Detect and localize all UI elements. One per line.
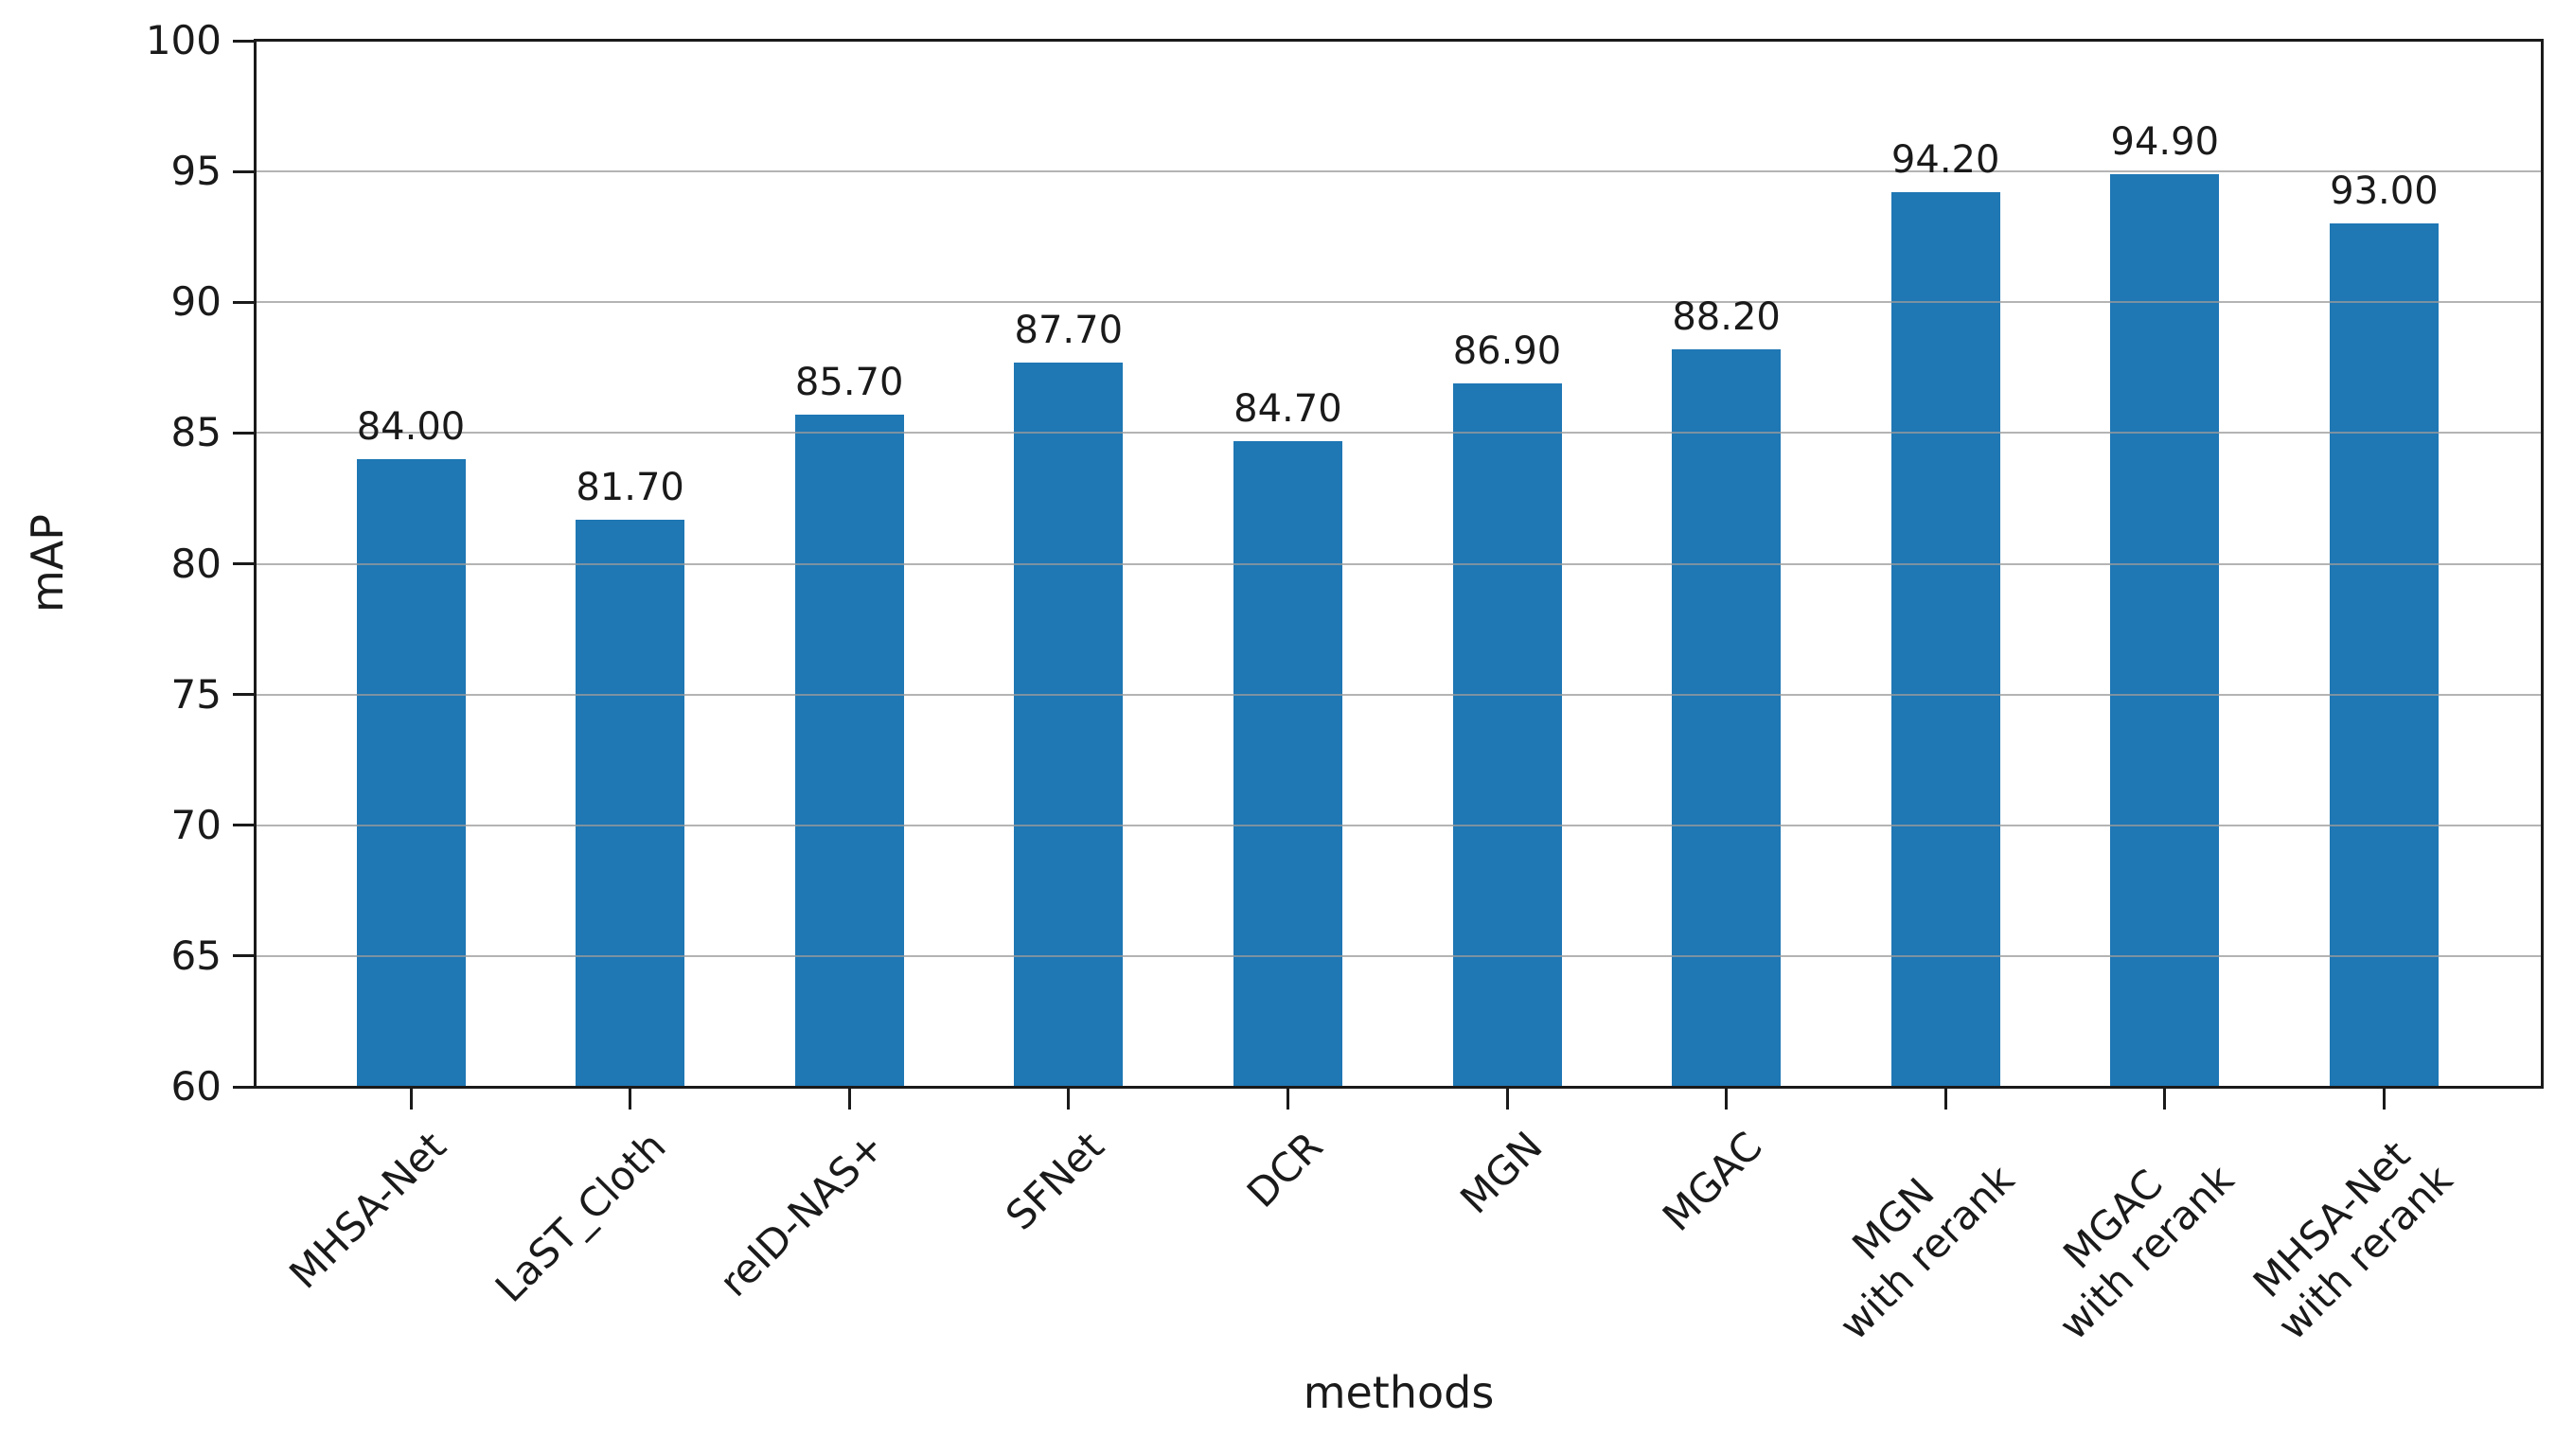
bar-value-label: 85.70 bbox=[794, 361, 904, 405]
y-tick-mark bbox=[233, 169, 256, 173]
bar bbox=[576, 519, 685, 1087]
y-tick-mark bbox=[233, 300, 256, 304]
y-gridline bbox=[256, 301, 2542, 304]
bar bbox=[1890, 192, 2000, 1087]
bar bbox=[2110, 173, 2220, 1087]
bar-value-label: 88.20 bbox=[1672, 294, 1781, 339]
bar bbox=[1452, 382, 1562, 1087]
x-tick-label: MHSA-Net bbox=[280, 1123, 455, 1298]
y-tick-mark bbox=[233, 431, 256, 435]
bar bbox=[1672, 348, 1782, 1087]
x-tick-mark bbox=[1286, 1087, 1289, 1110]
bar-value-label: 87.70 bbox=[1014, 308, 1124, 352]
y-gridline bbox=[256, 693, 2542, 696]
x-tick-mark bbox=[2163, 1087, 2167, 1110]
y-tick-label: 70 bbox=[170, 801, 222, 848]
x-tick-label: MGN bbox=[1451, 1123, 1552, 1223]
y-tick-mark bbox=[233, 824, 256, 827]
x-tick-mark bbox=[629, 1087, 632, 1110]
x-axis-title: methods bbox=[1303, 1367, 1495, 1418]
y-tick-label: 60 bbox=[170, 1063, 222, 1110]
x-tick-mark bbox=[409, 1087, 413, 1110]
bar bbox=[2329, 223, 2439, 1087]
x-tick-label: LaST_Cloth bbox=[486, 1123, 675, 1311]
y-tick-label: 80 bbox=[170, 540, 222, 587]
y-tick-label: 65 bbox=[170, 932, 222, 979]
x-tick-mark bbox=[1725, 1087, 1729, 1110]
x-tick-mark bbox=[2382, 1087, 2386, 1110]
y-gridline bbox=[256, 432, 2542, 435]
bar-value-label: 94.90 bbox=[2110, 119, 2220, 164]
x-tick-mark bbox=[1067, 1087, 1071, 1110]
x-tick-mark bbox=[1505, 1087, 1509, 1110]
y-tick-mark bbox=[233, 1085, 256, 1089]
x-tick-mark bbox=[847, 1087, 851, 1110]
y-tick-mark bbox=[233, 954, 256, 958]
x-tick-mark bbox=[1943, 1087, 1947, 1110]
y-tick-label: 100 bbox=[145, 17, 222, 63]
y-tick-label: 90 bbox=[170, 278, 222, 326]
x-tick-label: MGAC bbox=[1653, 1123, 1771, 1240]
bar-value-label: 81.70 bbox=[576, 465, 684, 509]
y-gridline bbox=[256, 562, 2542, 565]
y-gridline bbox=[256, 170, 2542, 173]
bar bbox=[1233, 440, 1342, 1087]
y-gridline bbox=[256, 824, 2542, 826]
y-tick-mark bbox=[233, 39, 256, 43]
bar-value-label: 84.70 bbox=[1233, 386, 1342, 431]
y-tick-mark bbox=[233, 562, 256, 565]
y-tick-label: 95 bbox=[170, 148, 222, 195]
bar bbox=[1014, 362, 1124, 1087]
y-tick-label: 75 bbox=[170, 670, 222, 718]
bar-value-label: 94.20 bbox=[1890, 138, 2000, 183]
x-tick-label: MHSA-Net with rerank bbox=[2245, 1131, 2462, 1349]
bar bbox=[794, 415, 904, 1087]
x-tick-label: MGAC with rerank bbox=[2050, 1156, 2243, 1349]
y-tick-mark bbox=[233, 693, 256, 697]
bar-value-label: 86.90 bbox=[1452, 328, 1562, 373]
bar-value-label: 84.00 bbox=[356, 405, 466, 449]
y-tick-label: 85 bbox=[170, 409, 222, 456]
bar bbox=[356, 459, 466, 1087]
x-tick-label: reID-NAS+ bbox=[710, 1123, 894, 1306]
x-tick-label: DCR bbox=[1238, 1123, 1333, 1216]
x-tick-label: MGN with rerank bbox=[1830, 1156, 2024, 1349]
bar-value-label: 93.00 bbox=[2330, 169, 2439, 214]
x-tick-label: SFNet bbox=[996, 1123, 1113, 1239]
y-gridline bbox=[256, 954, 2542, 957]
